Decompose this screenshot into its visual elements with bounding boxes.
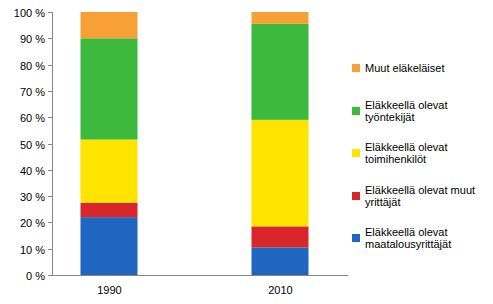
y-axis (52, 12, 53, 275)
y-tick (48, 12, 52, 13)
legend: Muut eläkeläiset Eläkkeellä olevat työnte… (352, 0, 492, 304)
bar-segment (252, 12, 309, 24)
y-tick-label: 60 % (20, 112, 45, 124)
y-tick-label: 0 % (26, 270, 45, 282)
y-tick (48, 275, 52, 276)
y-tick (48, 65, 52, 66)
x-tick-label: 2010 (268, 284, 292, 296)
legend-label: Eläkkeellä olevat työntekijät (365, 99, 489, 123)
y-tick (48, 144, 52, 145)
y-tick (48, 249, 52, 250)
legend-swatch (352, 234, 360, 242)
legend-label: Eläkkeellä olevat maatalousyrittäjät (365, 226, 489, 250)
bar-segment (81, 38, 138, 139)
legend-swatch (352, 64, 360, 72)
legend-label: Eläkkeellä olevat toimihenkilöt (365, 141, 489, 165)
bar-segment (81, 203, 138, 217)
y-tick-label: 30 % (20, 191, 45, 203)
legend-label: Muut eläkeläiset (365, 62, 489, 74)
bar-segment (81, 140, 138, 203)
legend-label: Eläkkeellä olevat muut yrittäjät (365, 184, 489, 208)
y-tick (48, 222, 52, 223)
y-tick (48, 38, 52, 39)
y-tick-label: 80 % (20, 60, 45, 72)
y-tick (48, 170, 52, 171)
bars (81, 12, 309, 275)
bar-segment (252, 24, 309, 120)
y-tick (48, 91, 52, 92)
y-tick-label: 10 % (20, 244, 45, 256)
y-tick-label: 90 % (20, 33, 45, 45)
x-tick-label: 1990 (97, 284, 121, 296)
y-tick-label: 50 % (20, 139, 45, 151)
y-tick-label: 20 % (20, 217, 45, 229)
bar-segment (252, 226, 309, 247)
y-tick-label: 70 % (20, 86, 45, 98)
y-tick-label: 100 % (14, 7, 45, 19)
bar-segment (81, 217, 138, 275)
y-tick-label: 40 % (20, 165, 45, 177)
legend-swatch (352, 192, 360, 200)
x-axis (52, 275, 348, 276)
y-tick (48, 196, 52, 197)
bar-segment (252, 247, 309, 275)
legend-swatch (352, 107, 360, 115)
legend-swatch (352, 149, 360, 157)
bar-segment (252, 120, 309, 227)
y-tick (48, 117, 52, 118)
bar-segment (81, 12, 138, 38)
